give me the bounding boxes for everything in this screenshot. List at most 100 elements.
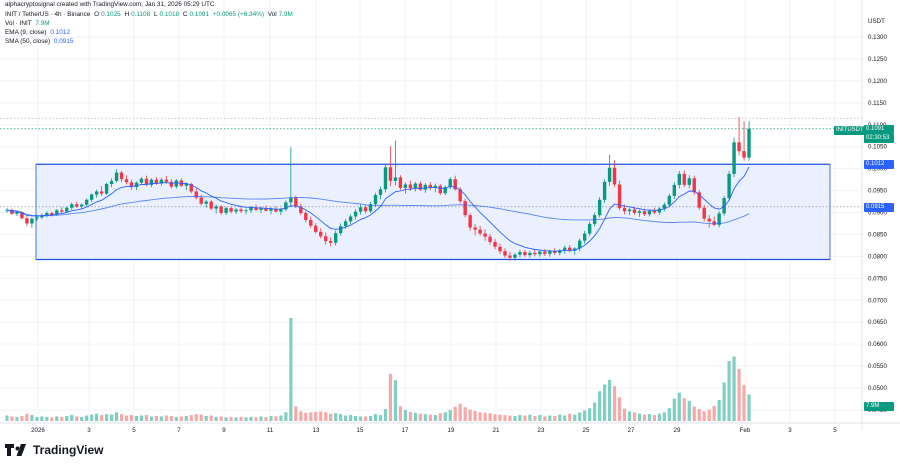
ohlc-close: 0.1091	[189, 11, 210, 18]
candle-body	[538, 251, 542, 255]
price-tick-label: 0.0950	[868, 188, 887, 195]
candle-body	[543, 251, 547, 254]
candle-body	[612, 167, 617, 185]
candle-body	[35, 217, 39, 219]
candle-body	[80, 204, 84, 207]
candle-body	[523, 252, 527, 256]
volume-bar	[687, 400, 691, 421]
candle-body	[587, 223, 592, 234]
candle-body	[154, 179, 159, 184]
candle-body	[563, 247, 567, 251]
price-axis[interactable]: USDT0.13000.12500.12000.11500.11000.1050…	[861, 0, 887, 430]
date-tick-label: 17	[402, 427, 409, 434]
candle-body	[99, 191, 104, 194]
volume-bar	[388, 373, 393, 421]
ema-line	[6, 166, 750, 252]
volume-bar	[139, 415, 144, 421]
candle-body	[513, 254, 517, 258]
ohlc-change: +0.0065 (+6.34%)	[212, 11, 264, 18]
candle-body	[602, 181, 607, 200]
candle-body	[677, 173, 681, 185]
sma-legend-value: 0.0915	[53, 38, 74, 45]
candle-body	[279, 209, 283, 212]
moving-averages	[6, 166, 750, 252]
volume-bar	[508, 415, 512, 421]
volume-bar	[219, 416, 223, 421]
candle-body	[254, 207, 258, 210]
volume-bar	[553, 415, 557, 421]
symbol-title[interactable]: INIT / TetherUS · 4h · Binance	[5, 11, 91, 18]
volume-bar	[383, 409, 388, 421]
volume-bar	[403, 410, 407, 421]
volume-bar	[568, 413, 572, 421]
time-axis[interactable]: 2026 3 5 7 9 11 13 15 17 19 21 23 25 27 29 Feb 3 5	[0, 422, 900, 434]
price-tick-label: 0.1050	[868, 144, 887, 151]
volume-bar	[722, 382, 726, 421]
volume-legend[interactable]: Vol · INIT 7.9M	[5, 20, 52, 28]
candle-body	[343, 221, 348, 227]
candle-body	[408, 184, 413, 189]
volume-bar	[513, 415, 517, 421]
volume-bar	[239, 416, 243, 421]
volume-bar	[204, 415, 208, 421]
ohlc-close-label: C	[182, 11, 188, 18]
candle-body	[692, 178, 696, 193]
candle-body	[204, 201, 208, 204]
candle-body	[662, 204, 667, 209]
date-tick-label: 3	[87, 427, 91, 434]
volume-bar	[662, 412, 666, 421]
volume-bar	[254, 417, 258, 421]
candle-body	[702, 207, 706, 219]
volume-bar	[129, 415, 134, 421]
volume-bar	[363, 416, 368, 421]
date-tick-label: 13	[313, 427, 320, 434]
volume-bar	[324, 412, 328, 421]
tradingview-logo[interactable]: TradingView	[5, 442, 103, 458]
ohlc-high: 0.1108	[131, 11, 151, 18]
ema-legend[interactable]: EMA (9, close) 0.1012	[5, 29, 72, 37]
date-tick-label: 5	[833, 427, 837, 434]
date-tick-label: 7	[177, 427, 181, 434]
candle-body	[578, 240, 582, 249]
candle-body	[722, 198, 726, 214]
candle-body	[637, 211, 642, 213]
candle-body	[423, 184, 428, 190]
candle-body	[682, 173, 686, 185]
sma-legend-label: SMA (50, close)	[5, 38, 51, 45]
volume-bar	[85, 415, 89, 421]
candle-body	[498, 246, 502, 252]
ema-legend-value: 0.1012	[50, 29, 70, 36]
candle-body	[60, 210, 64, 212]
volume-bar	[543, 416, 547, 421]
symbol-line: INIT / TetherUS · 4h · Binance O 0.1025 H…	[5, 11, 295, 19]
volume-bar	[418, 413, 422, 421]
candle-body	[149, 179, 154, 185]
price-tick-label: 0.0650	[868, 319, 887, 326]
volume-bar	[448, 410, 452, 421]
volume-bar	[289, 318, 293, 421]
ohlc-vol-label: Vol	[267, 11, 277, 18]
volume-bar	[672, 398, 676, 421]
volume-bar	[304, 412, 308, 421]
candle-body	[299, 206, 303, 213]
candle-body	[20, 212, 24, 219]
candle-body	[358, 207, 363, 212]
volume-bar	[657, 413, 661, 421]
volume-bar	[538, 415, 542, 421]
candle-body	[398, 177, 403, 188]
candle-body	[727, 173, 731, 199]
ohlc-open: 0.1025	[101, 11, 121, 18]
candle-body	[383, 167, 388, 190]
candle-body	[697, 192, 701, 208]
candle-body	[428, 184, 432, 188]
volume-bar	[408, 411, 412, 421]
candle-body	[239, 209, 243, 212]
volume-bar	[523, 415, 527, 421]
candle-body	[453, 179, 457, 190]
countdown-tag: 02:30:53	[864, 134, 894, 143]
volume-bar	[274, 416, 278, 421]
volume-bar	[194, 414, 198, 421]
candle-body	[732, 142, 736, 174]
sma-legend[interactable]: SMA (50, close) 0.0915	[5, 38, 75, 46]
